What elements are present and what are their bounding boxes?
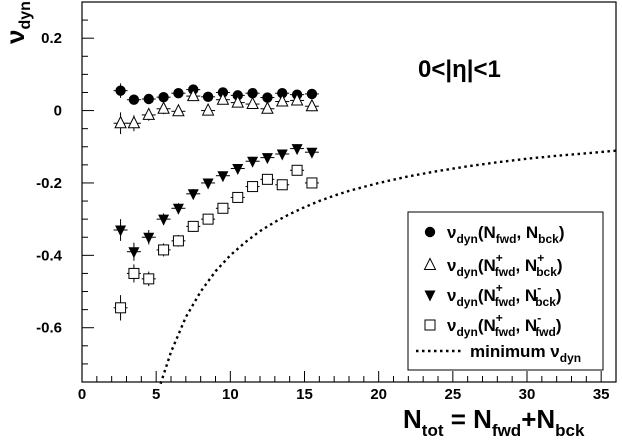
data-point-series-3 <box>172 203 184 215</box>
data-point-series-4 <box>232 191 244 203</box>
data-point-series-4 <box>115 302 127 314</box>
data-point-series-2 <box>127 115 141 129</box>
data-point-series-2 <box>142 107 156 120</box>
x-tick-label: 0 <box>78 386 86 403</box>
data-point-series-4 <box>291 164 303 176</box>
legend-label-3: νdyn(N+ fwd, N-bck) <box>447 281 562 309</box>
data-point-series-1 <box>247 88 258 99</box>
data-point-series-3 <box>187 189 199 201</box>
x-axis-title-sub-tot: tot <box>422 421 444 440</box>
data-point-series-1 <box>173 88 184 99</box>
data-point-series-1 <box>306 88 318 100</box>
x-tick-label: 20 <box>370 386 387 403</box>
data-point-series-2 <box>216 92 230 105</box>
data-point-series-1 <box>128 94 140 105</box>
data-point-series-2 <box>290 92 304 106</box>
y-tick-label: -0.4 <box>36 247 63 264</box>
y-axis-title: νdyn <box>0 1 34 44</box>
data-point-series-2 <box>261 101 274 114</box>
data-point-series-1 <box>262 92 273 103</box>
legend-label-1: νdyn(Nfwd, Nbck) <box>447 223 565 246</box>
data-point-series-2 <box>305 98 319 112</box>
data-point-series-2 <box>172 103 185 117</box>
data-point-series-3 <box>276 149 288 161</box>
x-tick-label: 30 <box>519 386 536 403</box>
minimum-nu-dyn-curve <box>159 149 617 385</box>
data-point-series-3 <box>247 156 259 168</box>
data-point-series-2 <box>201 102 215 116</box>
data-point-series-3 <box>217 171 229 183</box>
data-point-series-2 <box>275 93 289 107</box>
data-point-series-1 <box>115 85 126 96</box>
data-point-series-2 <box>186 88 200 102</box>
y-tick-label: -0.6 <box>36 320 62 337</box>
data-points-layer <box>113 83 319 321</box>
legend-label-2: νdyn(N+ fwd, N+ bck) <box>447 251 563 279</box>
x-axis-title-n: N <box>403 404 422 434</box>
data-point-series-4 <box>158 244 170 256</box>
data-point-series-3 <box>306 147 318 159</box>
x-tick-label: 25 <box>444 386 461 403</box>
data-point-series-4 <box>276 179 288 191</box>
x-axis-title: Ntot = Nfwd+Nbck <box>403 404 585 440</box>
legend-marker-3 <box>424 290 436 302</box>
data-point-series-4 <box>143 273 155 285</box>
legend-marker-4 <box>424 319 436 331</box>
data-point-series-1 <box>202 91 214 103</box>
data-point-series-3 <box>128 247 140 259</box>
minimum-curve-layer <box>159 149 617 385</box>
data-point-series-4 <box>172 235 184 247</box>
legend-marker-2 <box>423 257 437 270</box>
y-tick-label: 0 <box>54 103 62 120</box>
x-tick-label: 15 <box>296 386 313 403</box>
data-point-series-2 <box>231 94 245 108</box>
x-tick-label: 5 <box>152 386 160 403</box>
x-axis-title-eq: = N <box>444 404 492 434</box>
y-tick-label: -0.2 <box>36 175 62 192</box>
x-axis-title-sub-fwd: fwd <box>492 421 521 440</box>
y-axis-title-sub: dyn <box>17 1 34 29</box>
x-axis-title-sub-bck: bck <box>555 421 585 440</box>
legend: νdyn(Nfwd, Nbck) νdyn(N+ fwd, N+ bck) νdyn… <box>407 211 604 371</box>
data-point-series-4 <box>128 267 140 279</box>
data-point-series-3 <box>261 153 273 165</box>
y-tick-label: 0.2 <box>41 30 62 47</box>
data-point-series-4 <box>217 202 229 214</box>
eta-range-annotation: 0<|η|<1 <box>418 56 501 83</box>
data-point-series-2 <box>114 115 127 129</box>
legend-marker-1 <box>424 226 436 238</box>
data-point-series-3 <box>143 232 155 244</box>
data-point-series-4 <box>202 213 214 225</box>
y-axis-title-main: ν <box>0 30 30 44</box>
data-point-series-4 <box>187 220 199 232</box>
data-point-series-4 <box>247 181 259 193</box>
legend-label-4: νdyn(N+ fwd, N-fwd) <box>447 311 562 339</box>
legend-markers <box>416 226 462 353</box>
legend-box <box>407 211 604 371</box>
data-point-series-3 <box>158 214 170 226</box>
axis-ticks: 0 5 10 15 20 25 30 35 -0.6 -0.4 -0.2 0 0.2 <box>36 19 617 403</box>
x-tick-label: 10 <box>222 386 239 403</box>
data-point-series-3 <box>291 144 303 156</box>
data-point-series-1 <box>277 88 288 99</box>
legend-label-curve: minimum νdyn <box>470 342 581 365</box>
data-point-series-2 <box>157 101 170 114</box>
x-tick-label: 35 <box>593 386 610 403</box>
data-point-series-3 <box>202 178 214 190</box>
data-point-series-3 <box>115 225 127 237</box>
data-point-series-4 <box>261 173 273 185</box>
data-point-series-1 <box>143 93 154 105</box>
data-point-series-3 <box>232 163 244 175</box>
data-point-series-4 <box>306 177 318 189</box>
data-point-series-1 <box>158 91 169 103</box>
data-point-series-2 <box>246 96 259 110</box>
x-axis-title-plus: +N <box>521 404 555 434</box>
